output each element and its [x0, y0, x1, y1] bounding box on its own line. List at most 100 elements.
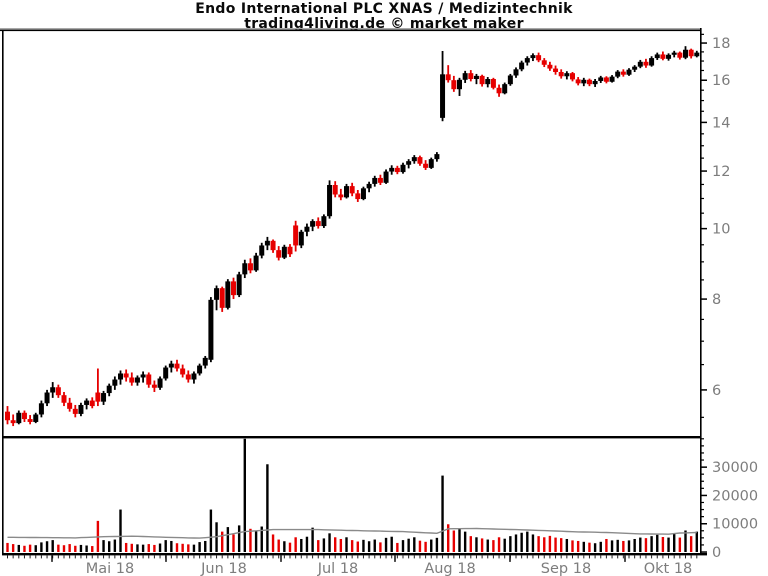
minor-tick	[700, 69, 704, 72]
candle-body	[315, 221, 321, 227]
volume-bar	[689, 536, 693, 552]
volume-bar	[627, 540, 631, 552]
candle-body	[434, 154, 440, 160]
candle-body	[101, 393, 107, 402]
volume-bar	[384, 537, 388, 552]
candle-body	[603, 77, 609, 82]
candle-body	[677, 52, 683, 58]
volume-bar	[379, 542, 382, 552]
volume-bar	[661, 537, 665, 552]
volume-bar	[492, 540, 495, 552]
candle-wick	[475, 73, 478, 85]
candle-body	[383, 171, 389, 183]
minor-tick	[700, 318, 704, 321]
volume-bar	[526, 531, 529, 552]
candle-body	[688, 49, 694, 57]
volume-bar	[204, 540, 207, 552]
candle-body	[400, 164, 406, 173]
price-axis: 6 8 10 12 14 16 18	[700, 33, 730, 418]
candle-body	[485, 79, 491, 85]
volume-bar	[260, 526, 263, 552]
candle-body	[310, 221, 316, 227]
volume-bar	[17, 544, 20, 552]
minor-tick	[700, 452, 704, 454]
candle-body	[44, 392, 50, 404]
day-tick	[18, 555, 20, 559]
minor-tick	[700, 33, 704, 35]
day-tick	[97, 555, 99, 559]
day-tick	[153, 555, 155, 559]
day-tick	[103, 555, 105, 559]
day-tick	[634, 555, 636, 559]
candle-body	[598, 77, 604, 81]
day-tick	[221, 555, 223, 559]
day-tick	[35, 555, 37, 559]
day-tick	[442, 555, 444, 559]
volume-bar	[356, 541, 359, 552]
day-tick	[334, 555, 336, 559]
day-tick	[425, 555, 427, 559]
day-tick	[125, 555, 127, 559]
volume-bar	[520, 532, 523, 552]
volume-bar	[475, 537, 478, 552]
candle-body	[586, 79, 592, 85]
day-tick	[368, 555, 370, 559]
major-tick	[700, 121, 707, 124]
day-tick	[543, 555, 545, 559]
day-tick	[532, 555, 534, 559]
candle-body	[293, 225, 299, 246]
day-tick	[261, 555, 263, 559]
day-tick	[249, 555, 251, 559]
candle-body	[473, 75, 479, 80]
day-tick	[690, 555, 692, 559]
candle-body	[163, 367, 169, 379]
candle-body	[247, 263, 253, 271]
minor-tick	[700, 416, 704, 418]
candle-body	[654, 54, 660, 59]
minor-tick	[700, 363, 704, 366]
day-tick	[329, 555, 331, 559]
volume-bar	[130, 543, 133, 552]
candle-body	[355, 193, 361, 200]
day-tick	[159, 555, 161, 559]
candle-body	[327, 185, 333, 217]
candle-body	[547, 64, 553, 69]
candle-body	[321, 216, 327, 227]
day-tick	[572, 555, 573, 559]
day-tick	[63, 555, 65, 559]
candle-body	[112, 379, 118, 386]
volume-bar	[610, 540, 614, 552]
volume-bar	[311, 527, 314, 552]
volume-bar	[266, 464, 269, 552]
minor-tick	[700, 133, 704, 135]
day-tick	[300, 555, 302, 559]
volume-bar	[447, 524, 450, 552]
candle-body	[660, 54, 666, 59]
day-tick	[340, 555, 342, 559]
candle-wick	[97, 368, 99, 407]
day-tick	[272, 555, 274, 559]
volume-bar	[221, 531, 224, 552]
day-tick	[696, 555, 698, 559]
candle-body	[191, 373, 197, 380]
day-tick	[668, 555, 670, 559]
candle-body	[219, 288, 225, 308]
volume-bar	[108, 541, 111, 552]
candle-body	[242, 263, 248, 275]
candle-wick	[447, 65, 450, 83]
day-tick	[289, 555, 291, 559]
volume-bar	[622, 540, 625, 552]
volume-bar	[339, 538, 343, 552]
volume-bar	[548, 535, 552, 552]
day-tick	[588, 555, 590, 559]
day-tick	[57, 555, 59, 559]
candle-body	[445, 74, 451, 81]
volume-tick-label: 0	[712, 545, 721, 561]
volume-bar	[68, 544, 71, 552]
price-tick-label: 6	[712, 383, 721, 399]
volume-bar	[401, 540, 405, 552]
candle-body	[637, 61, 643, 67]
candle-body	[671, 52, 677, 55]
day-tick	[459, 555, 460, 559]
candle-body	[496, 87, 502, 94]
